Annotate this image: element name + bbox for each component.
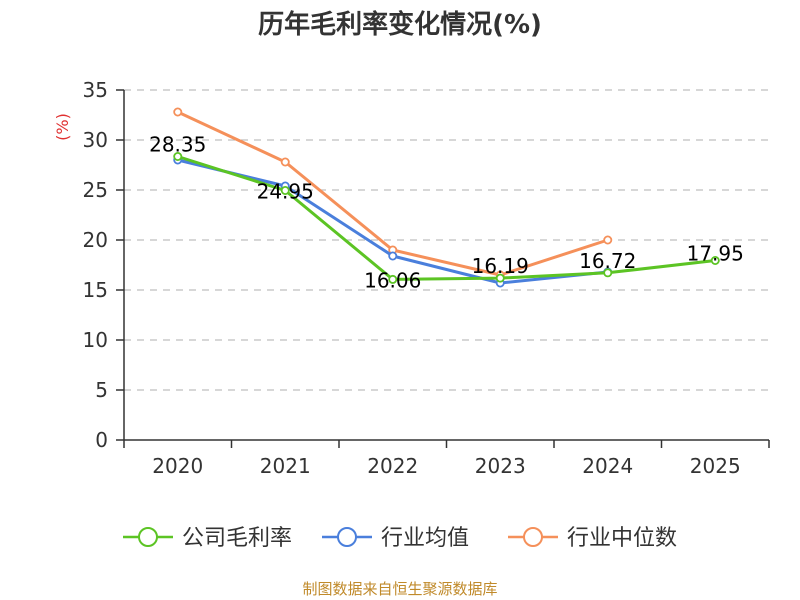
data-label-2024: 16.72 (579, 249, 636, 273)
data-labels: 28.35 24.95 16.06 16.19 16.72 17.95 (149, 133, 744, 293)
legend-marker-1 (337, 527, 357, 547)
y-tick-label-15: 15 (83, 278, 108, 302)
point-s2-2021 (280, 157, 290, 167)
point-s1-2022 (388, 251, 398, 261)
data-label-2020: 28.35 (149, 133, 206, 157)
point-s0-2020 (173, 151, 183, 161)
chart-title: 历年毛利率变化情况(%) (258, 9, 542, 40)
x-tick-label-2020: 2020 (152, 454, 203, 478)
y-tick-label-0: 0 (95, 428, 108, 452)
y-tick-label-30: 30 (83, 128, 108, 152)
source-note: 制图数据来自恒生聚源数据库 (302, 580, 497, 598)
series-line-0 (177, 155, 716, 281)
y-tick-label-20: 20 (83, 228, 108, 252)
y-tick-label-25: 25 (83, 178, 108, 202)
point-s0-2024 (603, 268, 613, 278)
point-s0-2021 (280, 185, 290, 195)
point-s2-2024 (603, 235, 613, 245)
series-lines (173, 107, 720, 288)
legend-marker-0 (138, 527, 158, 547)
legend-label-0: 公司毛利率 (182, 526, 292, 551)
legend-label-1: 行业均值 (381, 526, 469, 551)
y-tick-label-10: 10 (83, 328, 108, 352)
x-tick-label-2021: 2021 (260, 454, 311, 478)
point-s0-2022 (388, 274, 398, 284)
legend-label-2: 行业中位数 (567, 526, 677, 551)
data-label-2023: 16.19 (472, 254, 529, 278)
x-tick-label-2024: 2024 (582, 454, 633, 478)
y-tick-label-5: 5 (95, 378, 108, 402)
x-tick-label-2025: 2025 (690, 454, 741, 478)
point-s0-2023 (495, 273, 505, 283)
x-tick-label-2022: 2022 (367, 454, 418, 478)
grid-lines (124, 89, 769, 391)
point-s2-2020 (173, 107, 183, 117)
point-s0-2025 (710, 255, 720, 265)
legend: 公司毛利率 行业均值 行业中位数 (123, 526, 677, 551)
y-axis-label: (%) (53, 113, 72, 141)
data-label-2022: 16.06 (364, 268, 421, 292)
data-label-2025: 17.95 (687, 242, 744, 266)
x-tick-label-2023: 2023 (475, 454, 526, 478)
data-label-2021: 24.95 (257, 180, 314, 204)
legend-marker-2 (523, 527, 543, 547)
y-tick-label-35: 35 (83, 78, 108, 102)
